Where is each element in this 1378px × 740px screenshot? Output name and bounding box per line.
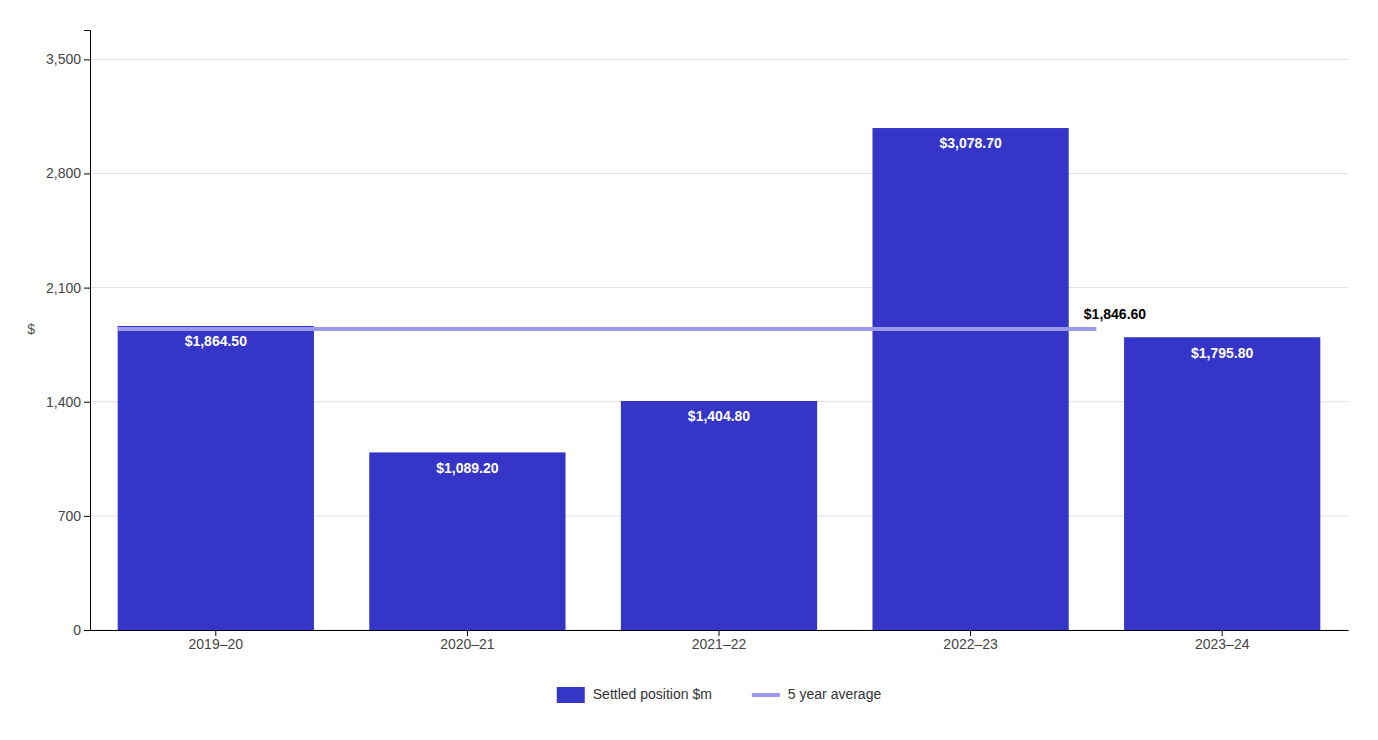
y-tick: 2,800 [46,165,90,181]
legend-label: Settled position $m [593,686,712,702]
average-line [118,327,1097,331]
y-tick-label: 3,500 [46,51,81,67]
y-tick: 700 [58,508,90,524]
x-tick-label: 2022–23 [943,636,998,652]
y-tick-label: 0 [73,622,81,638]
legend: Settled position $m 5 year average [557,686,882,703]
x-tick: 2023–24 [1195,630,1250,652]
y-tick: 3,500 [46,51,90,67]
y-tick-mark [84,516,90,517]
x-axis: 2019–20 2020–21 2021–22 2022–23 2023–24 [91,630,1349,652]
grid [90,59,1348,630]
y-tick-mark [84,173,90,174]
chart: $1,864.50 $1,089.20 $1,404.80 $3,078.70 $1,7… [0,0,1378,740]
bar [118,326,314,630]
y-tick: 2,100 [46,280,90,296]
bar-label: $1,864.50 [185,333,247,349]
legend-label: 5 year average [788,686,882,702]
bar-label: $1,795.80 [1191,345,1253,361]
bar [1124,337,1320,630]
legend-item: 5 year average [752,686,882,702]
y-tick-mark [84,630,90,631]
x-tick-label: 2019–20 [189,636,244,652]
y-tick-label: 2,100 [46,280,81,296]
y-tick-mark [84,59,90,60]
plot: $1,864.50 $1,089.20 $1,404.80 $3,078.70 $1,7… [27,31,1348,652]
bar [872,128,1068,630]
y-tick: 1,400 [46,394,90,410]
y-tick-label: 700 [58,508,82,524]
bar [369,452,565,630]
x-tick-label: 2023–24 [1195,636,1250,652]
y-tick-mark [84,288,90,289]
y-axis-line [84,31,91,631]
grid-line [90,287,1348,288]
y-tick-label: 1,400 [46,394,81,410]
data-labels: $1,864.50 $1,089.20 $1,404.80 $3,078.70 $1,7… [185,135,1254,475]
bar [621,401,817,630]
x-tick: 2019–20 [189,630,244,652]
bar-label: $1,404.80 [688,408,750,424]
y-tick-mark [84,402,90,403]
grid-line [90,59,1348,60]
x-tick: 2021–22 [692,630,747,652]
grid-line [90,173,1348,174]
average-label: $1,846.60 [1084,306,1146,322]
x-tick-label: 2020–21 [440,636,495,652]
legend-item: Settled position $m [557,686,712,703]
bar-label: $3,078.70 [939,135,1001,151]
x-tick: 2020–21 [440,630,495,652]
legend-swatch [557,687,585,703]
y-axis: 0 700 1,400 2,100 2,800 3,500 [46,31,91,638]
y-tick: 0 [73,622,90,638]
x-tick: 2022–23 [943,630,998,652]
legend-swatch [752,693,780,697]
y-tick-label: 2,800 [46,165,81,181]
y-axis-label: $ [27,321,35,337]
bars [118,128,1321,630]
bar-label: $1,089.20 [436,460,498,476]
x-tick-label: 2021–22 [692,636,747,652]
marks [118,128,1321,630]
